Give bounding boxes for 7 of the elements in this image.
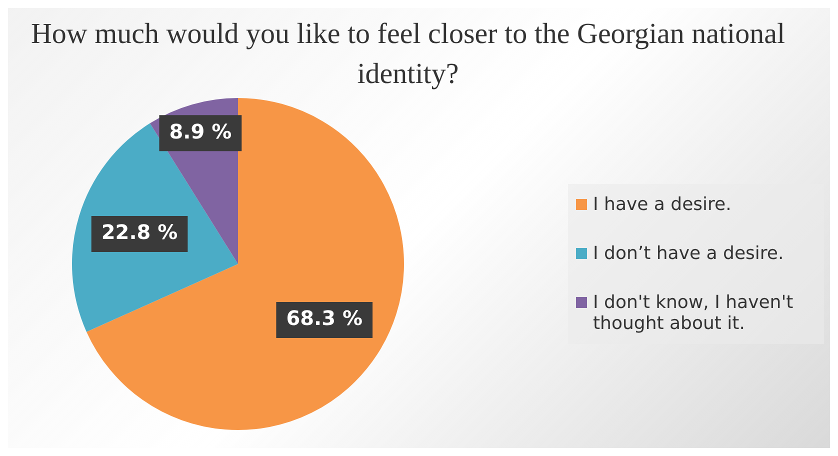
data-label: 8.9 % — [169, 119, 232, 144]
chart-title: How much would you like to feel closer to the Georgian national identity? — [30, 17, 786, 92]
data-label: 22.8 % — [101, 220, 178, 244]
legend-label: I don’t have a desire. — [593, 243, 784, 264]
data-label: 68.3 % — [286, 306, 363, 330]
legend-label: I don't know, I haven't thought about it. — [593, 292, 794, 334]
legend-label: I have a desire. — [593, 194, 732, 215]
